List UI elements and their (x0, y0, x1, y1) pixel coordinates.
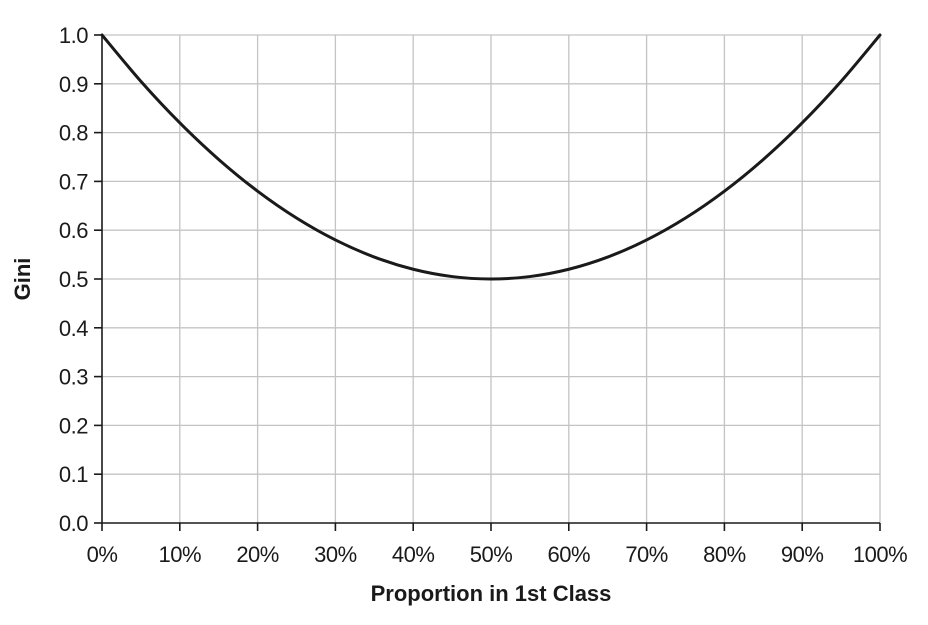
y-tick-label: 0.0 (59, 511, 88, 536)
y-tick-label: 0.6 (59, 218, 88, 243)
y-tick-label: 0.7 (59, 169, 88, 194)
y-tick-label: 1.0 (59, 23, 88, 48)
y-tick-label: 0.8 (59, 121, 88, 146)
x-tick-label: 20% (236, 542, 279, 567)
x-tick-label: 50% (470, 542, 513, 567)
x-tick-label: 60% (548, 542, 591, 567)
x-tick-label: 90% (781, 542, 824, 567)
tick-labels-layer: 0.0 0.1 0.2 0.3 0.4 0.5 0.6 0.7 0.8 0.9 1.0 0% 10% 20… (59, 23, 908, 567)
y-tick-label: 0.5 (59, 267, 88, 292)
x-tick-label: 10% (159, 542, 202, 567)
y-axis-title: Gini (10, 258, 35, 301)
gini-curve-line (100, 33, 882, 281)
x-tick-label: 0% (87, 542, 118, 567)
axes-layer (94, 34, 881, 531)
y-tick-label: 0.4 (59, 316, 88, 341)
y-tick-label: 0.1 (59, 462, 88, 487)
x-tick-label: 100% (853, 542, 907, 567)
y-tick-label: 0.9 (59, 72, 88, 97)
x-tick-label: 80% (703, 542, 746, 567)
x-tick-label: 30% (314, 542, 357, 567)
x-tick-label: 70% (625, 542, 668, 567)
x-axis-title: Proportion in 1st Class (371, 581, 612, 606)
y-tick-label: 0.2 (59, 413, 88, 438)
series-layer (100, 33, 882, 281)
y-tick-label: 0.3 (59, 365, 88, 390)
x-tick-label: 40% (392, 542, 435, 567)
